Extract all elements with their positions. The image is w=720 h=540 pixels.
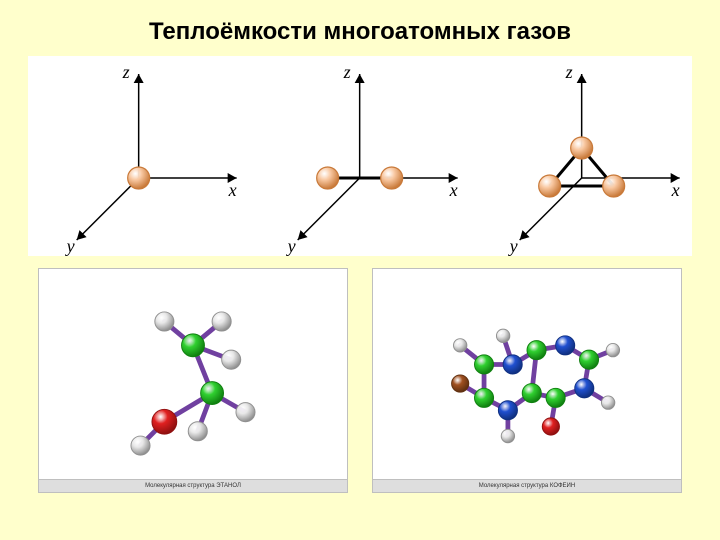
- axes-svg-2: z x y: [249, 56, 470, 256]
- molecule-frame-1: Молекулярная структура ЭТАНОЛ: [38, 268, 348, 493]
- molecule-caption-1: Молекулярная структура ЭТАНОЛ: [39, 479, 347, 492]
- axis-diagrams-row: z x y z x y z x y: [28, 56, 692, 256]
- svg-text:x: x: [228, 180, 237, 200]
- svg-text:z: z: [564, 62, 572, 82]
- svg-text:y: y: [286, 236, 296, 256]
- molecule-canvas-1: [39, 269, 347, 479]
- molecule-svg-1: [88, 269, 298, 479]
- svg-text:y: y: [65, 236, 75, 256]
- svg-text:x: x: [449, 180, 458, 200]
- panel-diatomic: z x y: [249, 56, 470, 256]
- panel-monoatomic: z x y: [28, 56, 249, 256]
- molecule-caption-2: Молекулярная структура КОФЕИН: [373, 479, 681, 492]
- molecule-canvas-2: [373, 269, 681, 479]
- molecule-row: Молекулярная структура ЭТАНОЛ Молекулярн…: [28, 268, 692, 493]
- axes-svg-3: z x y: [471, 56, 692, 256]
- page-title: Теплоёмкости многоатомных газов: [0, 0, 720, 52]
- axes-svg-1: z x y: [28, 56, 249, 256]
- svg-text:y: y: [507, 236, 517, 256]
- panel-triatomic: z x y: [471, 56, 692, 256]
- molecule-frame-2: Молекулярная структура КОФЕИН: [372, 268, 682, 493]
- svg-text:x: x: [670, 180, 679, 200]
- svg-text:z: z: [122, 62, 130, 82]
- svg-text:z: z: [343, 62, 351, 82]
- molecule-svg-2: [387, 269, 667, 479]
